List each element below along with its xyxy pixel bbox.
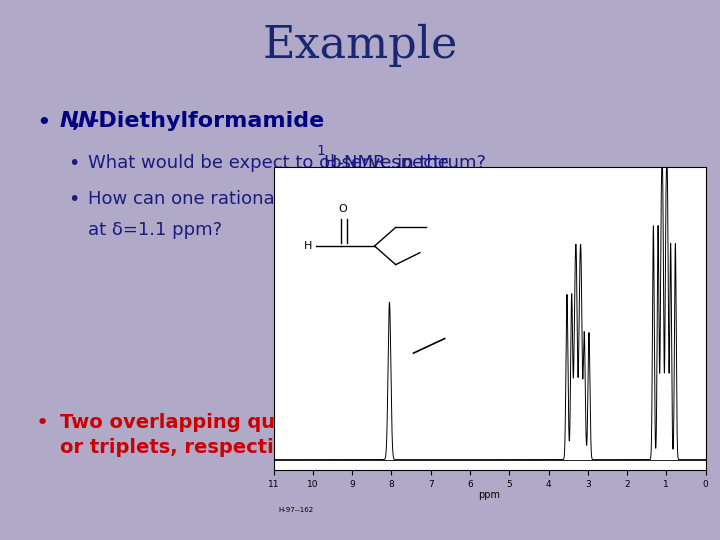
Text: at δ=1.1 ppm?: at δ=1.1 ppm? xyxy=(88,221,222,239)
Text: N: N xyxy=(78,111,96,131)
Text: H: H xyxy=(304,241,312,251)
Text: N: N xyxy=(60,111,78,131)
Text: -Diethylformamide: -Diethylformamide xyxy=(89,111,325,131)
Text: •: • xyxy=(68,190,80,209)
Text: How can one rationalize the quintet at δ=3.3 ppm and the quartet: How can one rationalize the quintet at δ… xyxy=(88,190,688,208)
Text: O: O xyxy=(338,204,347,214)
Text: Example: Example xyxy=(262,24,458,68)
Text: •: • xyxy=(68,154,80,173)
Text: Two overlapping quartets
or triplets, respectively: Two overlapping quartets or triplets, re… xyxy=(60,413,341,457)
Text: ,: , xyxy=(72,111,81,131)
Text: 1: 1 xyxy=(317,144,325,158)
X-axis label: ppm: ppm xyxy=(479,490,500,500)
Text: •: • xyxy=(36,413,49,433)
Text: H-NMR spectrum?: H-NMR spectrum? xyxy=(324,154,486,172)
Text: H-97--162: H-97--162 xyxy=(278,507,313,513)
Text: •: • xyxy=(36,111,50,134)
Text: What would be expect to observe in the: What would be expect to observe in the xyxy=(88,154,454,172)
